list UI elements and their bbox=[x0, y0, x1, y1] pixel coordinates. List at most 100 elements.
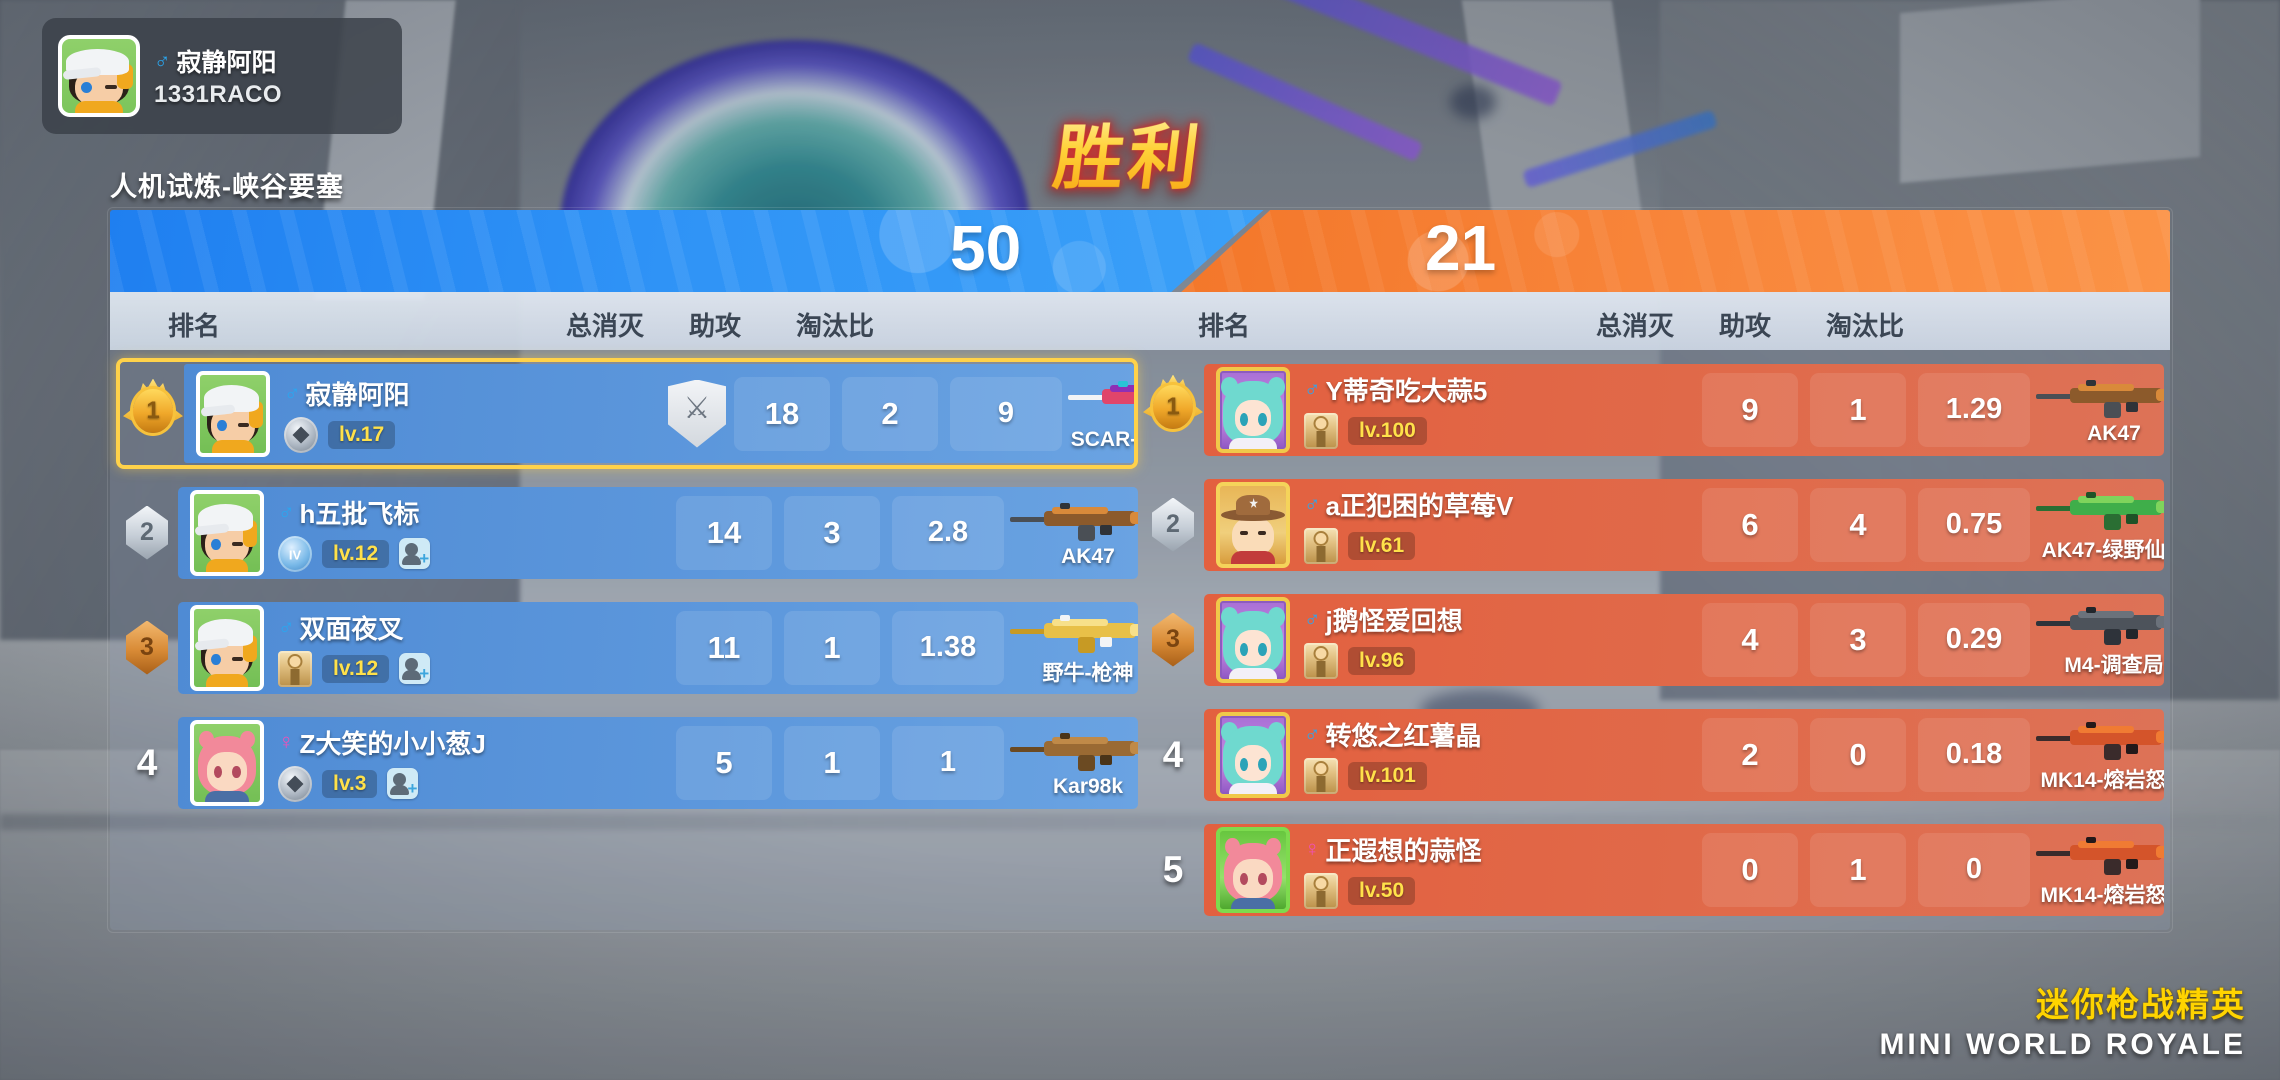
rank-diamond-silver: 2 bbox=[120, 502, 174, 564]
ak47-rifle-icon bbox=[2030, 374, 2164, 420]
stat-kills: 14 bbox=[676, 495, 772, 570]
game-logo: 迷你枪战精英 MINI WORLD ROYALE bbox=[1879, 978, 2246, 1062]
stat-kills: 5 bbox=[676, 725, 772, 800]
avatar bbox=[1216, 366, 1290, 453]
male-symbol-icon: ♂ bbox=[1304, 606, 1321, 631]
stat-assists: 1 bbox=[1810, 832, 1906, 907]
player-name-row: ♂ 双面夜叉 bbox=[278, 609, 668, 646]
add-friend-icon[interactable]: + bbox=[387, 768, 419, 799]
player-name-row: ♂ 转悠之红薯晶 bbox=[1304, 716, 1694, 753]
rank-badge: 4 bbox=[1142, 734, 1204, 776]
avatar bbox=[58, 35, 140, 117]
male-symbol-icon: ♂ bbox=[1304, 491, 1321, 516]
rank-badge: 1 bbox=[122, 378, 184, 445]
player-stats: 6 4 0.75 bbox=[1702, 487, 2030, 562]
table-row[interactable]: 4 ♂转悠之红薯晶 lv.101 200.18 MK14-熔岩怒吼 bbox=[1142, 703, 2164, 806]
weapon-info: AK47 bbox=[1004, 487, 1138, 579]
weapon-info: MK14-熔岩怒吼 bbox=[2030, 709, 2164, 801]
rank-badge: 4 bbox=[116, 742, 178, 784]
weapon-name: AK47-绿野仙踪 bbox=[2041, 538, 2164, 562]
avatar bbox=[196, 370, 270, 457]
player-name-row: ♂ 寂静阿阳 bbox=[154, 43, 282, 79]
header-stats-group: 总消灭 助攻 淘汰比 bbox=[550, 306, 900, 343]
table-row[interactable]: 1 ♂ Y蒂奇吃大蒜5 lv.100 9 1 1.29 AK47 bbox=[1142, 358, 2164, 461]
player-name: 寂静阿阳 bbox=[305, 379, 410, 410]
stat-kd: 0 bbox=[1918, 832, 2030, 907]
player-name-row: ♀ 正遐想的蒜怪 bbox=[1304, 831, 1694, 868]
player-stats: 14 3 2.8 bbox=[676, 495, 1004, 570]
player-info: ♂ 转悠之红薯晶 lv.101 bbox=[1304, 716, 1694, 794]
player-name: 寂静阿阳 bbox=[176, 49, 277, 77]
player-name: 双面夜叉 bbox=[299, 613, 404, 644]
kar98k-sniper-icon bbox=[1004, 727, 1138, 773]
stat-assists: 1 bbox=[784, 610, 880, 685]
player-name: h五批飞标 bbox=[299, 498, 420, 529]
player-level: lv.101 bbox=[1348, 761, 1427, 790]
rank-medal-gold: 1 bbox=[1143, 374, 1203, 441]
stat-kills: 4 bbox=[1702, 602, 1798, 677]
player-meta: lv.50 bbox=[1304, 872, 1694, 909]
male-symbol-icon: ♂ bbox=[284, 380, 301, 405]
player-level: lv.96 bbox=[1348, 646, 1416, 675]
player-meta: lv.17 bbox=[284, 416, 674, 453]
blue-team-score: 50 bbox=[950, 212, 1022, 284]
player-card[interactable]: ♂ 寂静阿阳 1331RACO bbox=[42, 18, 402, 134]
weapon-name: AK47 bbox=[1061, 544, 1115, 568]
ak47-green-rifle-icon bbox=[2030, 486, 2164, 532]
game-logo-cn: 迷你枪战精英 bbox=[2036, 986, 2246, 1023]
player-stats: 4 3 0.29 bbox=[1702, 602, 2030, 677]
avatar bbox=[1216, 826, 1290, 913]
header-stats-group: 总消灭 助攻 淘汰比 bbox=[1580, 306, 1930, 343]
blue-team-rows: 1♂寂静阿阳lv.17⚔1829SCAR-涂鸦乐园2♂h五批飞标lv.12+14… bbox=[116, 358, 1138, 826]
avatar bbox=[1216, 711, 1290, 798]
ak47-rifle-icon bbox=[1004, 497, 1138, 543]
rank-number: 4 bbox=[136, 741, 158, 783]
rank-medal-gold: 1 bbox=[123, 378, 183, 445]
row-body: ♂ j鹅怪爱回想 lv.96 4 3 0.29 M4-调查局 bbox=[1204, 593, 2164, 686]
male-symbol-icon: ♂ bbox=[154, 48, 171, 73]
column-headers: 排名 总消灭 助攻 淘汰比 排名 总消灭 助攻 淘汰比 bbox=[110, 292, 2170, 350]
add-friend-icon[interactable]: + bbox=[399, 538, 431, 569]
pillar-tier-emblem bbox=[278, 650, 312, 687]
rank-badge: 3 bbox=[1142, 609, 1204, 671]
bizon-gold-smg-icon bbox=[1004, 609, 1138, 655]
row-body: ♂a正犯困的草莓V lv.61 640.75 AK47-绿野仙踪 bbox=[1204, 478, 2164, 571]
pillar-tier-emblem bbox=[1304, 642, 1338, 679]
stat-assists: 1 bbox=[784, 725, 880, 800]
table-row[interactable]: 2 ♂a正犯困的草莓V lv.61 640.75 AK47-绿野仙踪 bbox=[1142, 473, 2164, 576]
male-symbol-icon: ♂ bbox=[1304, 376, 1321, 401]
table-row[interactable]: 3 ♂ j鹅怪爱回想 lv.96 4 3 0.29 M4-调查局 bbox=[1142, 588, 2164, 691]
weapon-info: M4-调查局 bbox=[2030, 594, 2164, 686]
male-symbol-icon: ♂ bbox=[278, 499, 295, 524]
player-name-row: ♂ 寂静阿阳 bbox=[284, 375, 674, 412]
table-row[interactable]: 5 ♀正遐想的蒜怪 lv.50 010 MK14-熔岩怒吼 bbox=[1142, 818, 2164, 921]
table-row[interactable]: 4 ♀ Z大笑的小小葱J lv.3 +5 1 1 Kar98k bbox=[116, 711, 1138, 814]
red-column-headers: 排名 总消灭 助攻 淘汰比 bbox=[1140, 292, 2170, 350]
weapon-name: SCAR-涂鸦乐园 bbox=[1070, 427, 1134, 451]
row-body: ♂ Y蒂奇吃大蒜5 lv.100 9 1 1.29 AK47 bbox=[1204, 363, 2164, 456]
m4-rifle-icon bbox=[2030, 601, 2164, 647]
table-row[interactable]: 3 ♂ 双面夜叉 lv.12 +11 1 1.38 野牛-枪神 bbox=[116, 596, 1138, 699]
weapon-name: Kar98k bbox=[1052, 774, 1124, 798]
weapon-info: AK47 bbox=[2030, 364, 2164, 456]
row-body: ♀ Z大笑的小小葱J lv.3 +5 1 1 Kar98k bbox=[178, 716, 1138, 809]
player-level: lv.17 bbox=[328, 420, 396, 449]
player-level: lv.12 bbox=[322, 539, 390, 568]
player-info: ♀ 正遐想的蒜怪 lv.50 bbox=[1304, 831, 1694, 909]
header-kd: 淘汰比 bbox=[1825, 311, 1904, 341]
player-id: 1331RACO bbox=[154, 81, 283, 108]
stat-assists: 3 bbox=[784, 495, 880, 570]
weapon-info: Kar98k bbox=[1004, 717, 1138, 809]
rank-diamond-bronze: 3 bbox=[1146, 609, 1200, 671]
blue-column-headers: 排名 总消灭 助攻 淘汰比 bbox=[110, 292, 1140, 350]
player-meta: lv.61 bbox=[1304, 527, 1694, 564]
header-kd: 淘汰比 bbox=[795, 311, 874, 341]
rank-number: 4 bbox=[1162, 733, 1184, 775]
player-info: ♂ 双面夜叉 lv.12 + bbox=[278, 609, 668, 687]
row-body: ♂ 双面夜叉 lv.12 +11 1 1.38 野牛-枪神 bbox=[178, 601, 1138, 694]
add-friend-icon[interactable]: + bbox=[399, 653, 431, 684]
